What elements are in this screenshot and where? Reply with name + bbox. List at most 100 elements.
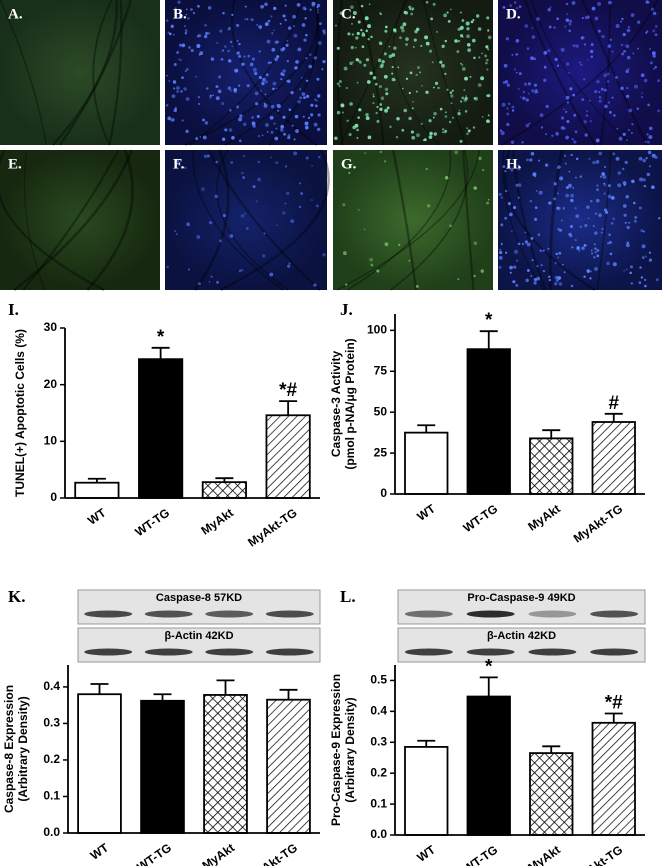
nucleus [240,268,244,272]
nucleus [473,56,476,60]
micrograph-image [0,0,160,145]
nucleus [260,89,262,92]
nucleus [408,116,412,121]
nucleus [318,155,321,159]
nucleus [473,274,476,278]
y-axis-label: (Arbitrary Density) [343,697,357,802]
nucleus [378,41,383,46]
tissue-fiber [392,149,418,291]
nucleus [356,81,359,84]
nucleus [509,265,513,270]
bar [77,693,122,834]
nucleus [356,128,359,132]
y-tick-label: 75 [374,363,388,377]
nucleus [343,66,348,71]
nucleus [313,283,317,287]
nucleus [357,209,360,211]
nucleus [305,79,308,82]
nucleus [270,15,273,18]
nucleus [518,5,522,8]
nucleus [299,96,303,100]
nucleus [592,160,596,165]
nucleus [231,136,235,140]
significance-mark: * [485,656,493,677]
nucleus [270,104,275,109]
nucleus [316,11,319,14]
nucleus [220,57,224,61]
nucleus [423,138,427,142]
nucleus [477,83,482,87]
bar-chart: L. Pro-Caspase-9 49KD β-Actin 42KD 0.0 0.1 0.… [329,587,646,866]
nucleus [553,197,557,201]
nucleus [408,91,411,95]
nucleus [241,171,244,175]
nucleus [185,97,190,101]
nucleus [538,159,540,162]
nucleus [487,35,492,40]
nucleus [255,200,258,203]
nucleus [177,0,181,4]
nucleus [583,120,587,124]
nucleus [305,33,308,37]
nucleus [639,177,643,182]
nucleus [265,123,269,127]
x-tick-label: MyAkt-TG [245,506,299,550]
blot-label: Pro-Caspase-9 49KD [467,592,575,604]
nucleus [185,13,188,16]
nucleus [450,102,453,105]
tissue-fiber [58,0,132,146]
micrograph: F. [165,149,330,292]
nucleus [579,225,582,228]
tissue-fiber [51,0,118,146]
nucleus [591,6,596,11]
nucleus [339,11,343,15]
y-axis-label: TUNEL(+) Apoptotic Cells (%) [13,329,27,497]
nucleus [516,7,519,10]
nucleus [238,43,241,46]
tissue-fiber [347,149,452,291]
nucleus [196,34,200,38]
tissue-fiber [390,149,469,291]
nucleus [623,49,627,53]
blot-band [528,610,577,618]
nucleus [622,132,626,136]
nucleus [376,105,379,109]
nucleus [265,73,269,77]
nucleus [521,242,525,246]
nucleus [428,49,433,53]
nucleus [350,45,355,50]
nucleus [340,103,345,108]
nucleus [454,150,459,155]
nucleus [405,43,408,46]
nucleus [563,108,565,111]
nucleus [525,98,529,102]
nucleus [646,30,649,33]
nucleus [511,109,515,112]
nucleus [173,87,176,90]
nucleus [227,86,232,90]
nucleus [271,273,274,276]
nucleus [645,0,649,4]
nucleus [624,160,628,165]
nucleus [642,158,646,163]
nucleus [517,167,521,171]
nucleus [487,198,490,201]
nucleus [568,170,571,173]
nucleus [317,40,322,45]
nucleus [262,77,266,82]
y-tick-label: 0.2 [370,765,387,779]
nucleus [291,124,294,127]
nucleus [606,72,610,76]
y-tick-label: 0.2 [43,752,60,766]
nucleus [310,103,314,107]
nucleus [313,122,318,127]
nucleus [224,128,228,132]
nucleus [364,16,369,21]
nucleus [499,129,503,132]
nucleus [620,86,624,91]
nucleus [376,119,380,123]
nucleus [369,257,373,262]
nucleus [498,265,502,269]
nucleus [180,59,182,61]
nucleus [654,25,658,28]
